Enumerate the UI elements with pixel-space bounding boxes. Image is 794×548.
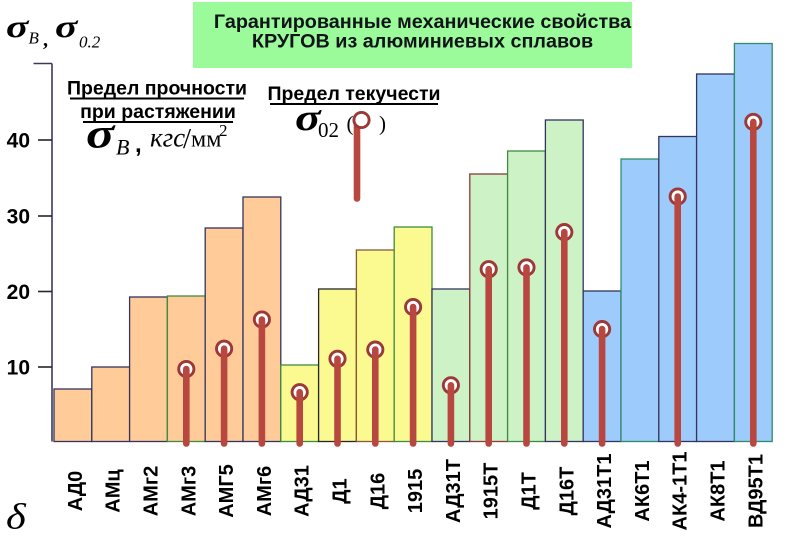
svg-text:02: 02 xyxy=(318,118,339,142)
svg-text:при растяжении: при растяжении xyxy=(80,101,236,123)
svg-text:КРУГОВ из алюминиевых сплавов: КРУГОВ из алюминиевых сплавов xyxy=(252,31,593,53)
svg-text:σ: σ xyxy=(295,97,323,139)
svg-text:20: 20 xyxy=(7,281,30,304)
svg-text:ВД95Т1: ВД95Т1 xyxy=(745,454,767,528)
svg-text:АМг3: АМг3 xyxy=(178,466,200,517)
svg-text:кгс: кгс xyxy=(150,123,185,153)
svg-text:Д1: Д1 xyxy=(330,478,352,503)
svg-text:Д1Т: Д1Т xyxy=(519,472,541,510)
svg-text:30: 30 xyxy=(7,206,30,229)
svg-text:/: / xyxy=(183,123,192,155)
svg-text:Гарантированные механические с: Гарантированные механические свойства xyxy=(214,11,632,33)
svg-text:): ) xyxy=(379,112,386,136)
svg-text:σ: σ xyxy=(55,9,79,44)
svg-text:АМг2: АМг2 xyxy=(141,466,163,517)
svg-text:АМГ5: АМГ5 xyxy=(216,464,238,518)
svg-text:1915: 1915 xyxy=(405,469,427,514)
svg-text:,: , xyxy=(135,131,142,158)
svg-text:40: 40 xyxy=(7,130,30,153)
svg-text:0.2: 0.2 xyxy=(79,33,101,52)
svg-text:В: В xyxy=(29,29,40,48)
svg-text:σ: σ xyxy=(6,9,30,44)
svg-text:АК6Т1: АК6Т1 xyxy=(632,460,654,521)
svg-text:мм: мм xyxy=(191,127,221,153)
svg-text:10: 10 xyxy=(7,357,30,380)
svg-text:Д16: Д16 xyxy=(367,473,389,510)
svg-text:δ: δ xyxy=(6,496,26,536)
svg-text:АД0: АД0 xyxy=(65,471,87,512)
svg-text:АД31Т1: АД31Т1 xyxy=(594,453,616,528)
svg-text:АМг6: АМг6 xyxy=(254,466,276,517)
svg-text:σ: σ xyxy=(86,111,116,157)
svg-text:2: 2 xyxy=(219,121,228,140)
svg-text:1915Т: 1915Т xyxy=(481,463,503,520)
svg-text:АК8Т1: АК8Т1 xyxy=(708,460,730,521)
svg-text:АД31: АД31 xyxy=(292,465,314,517)
svg-text:(: ( xyxy=(347,112,354,136)
svg-text:АД31Т: АД31Т xyxy=(443,459,465,523)
svg-text:АК4-1Т1: АК4-1Т1 xyxy=(670,452,692,531)
svg-text:Д16Т: Д16Т xyxy=(556,467,578,516)
svg-text:Предел прочности: Предел прочности xyxy=(67,78,247,100)
svg-text:Предел текучести: Предел текучести xyxy=(267,83,440,105)
svg-text:В: В xyxy=(116,135,129,160)
svg-text:,: , xyxy=(43,29,48,51)
svg-text:АМц: АМц xyxy=(103,469,125,513)
